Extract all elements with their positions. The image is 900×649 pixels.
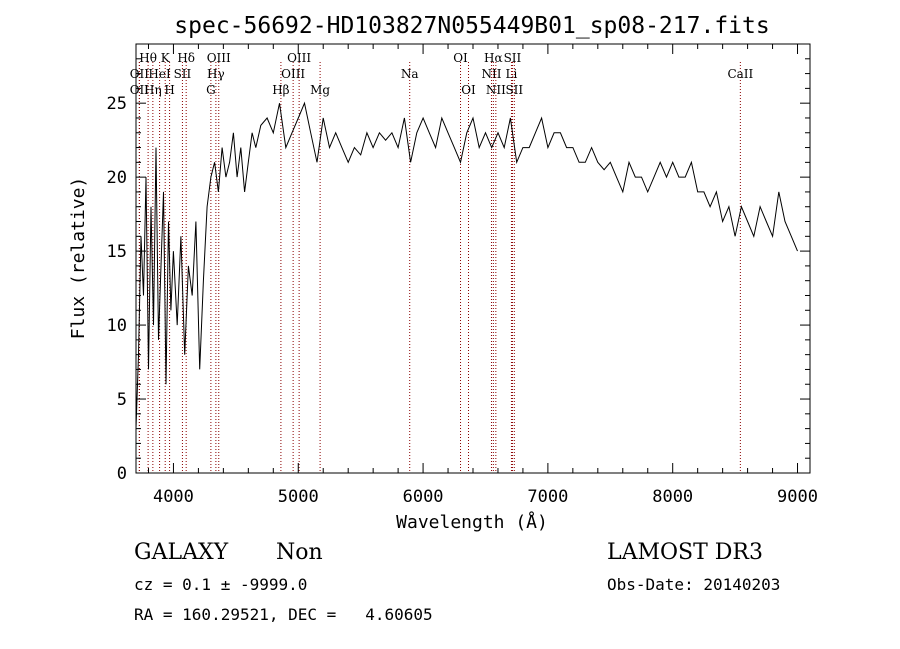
spectral-line-label: G <box>206 83 216 97</box>
x-tick-label: 8000 <box>652 487 693 507</box>
spectral-line-label: Hδ <box>177 51 195 65</box>
spectral-line-label: Hγ <box>207 67 225 81</box>
y-tick-label: 25 <box>107 94 127 114</box>
x-axis-label: Wavelength (Å) <box>396 511 548 533</box>
spectral-line-label: NII <box>486 83 506 97</box>
subclass-label: Non <box>276 540 323 565</box>
spectral-line-label: OIII <box>207 51 231 65</box>
x-axis: 4000 5000 6000 7000 8000 9000 <box>147 44 818 507</box>
spectral-line-label: OIII <box>287 51 311 65</box>
spectral-line-label: Li <box>506 67 518 81</box>
plot-area: OIIOIIHθHηHeIKHHδSIIGHγOIIIHβOIIIOIIIMgN… <box>130 51 798 473</box>
plot-frame <box>135 43 811 474</box>
y-tick-label: 15 <box>107 242 127 262</box>
y-tick-label: 20 <box>107 168 127 188</box>
y-tick-label: 10 <box>107 316 127 336</box>
spectral-line-label: Hα <box>484 51 503 65</box>
spectrum-line <box>135 101 798 429</box>
radec-text: RA = 160.29521, DEC = 4.60605 <box>134 605 433 624</box>
obs-date-text: Obs-Date: 20140203 <box>607 575 780 594</box>
spectral-line-label: Hθ <box>139 51 157 65</box>
spectral-line-label: HeI <box>148 67 171 81</box>
cz-text: cz = 0.1 ± -9999.0 <box>134 575 307 594</box>
spectral-line-label: NII <box>481 67 501 81</box>
spectral-line-label: SII <box>174 67 192 81</box>
x-tick-label: 6000 <box>403 487 444 507</box>
survey-label: LAMOST DR3 <box>607 540 763 565</box>
y-tick-label: 0 <box>117 464 127 484</box>
spectral-line-label: H <box>164 83 174 97</box>
y-axis: 0 5 10 15 20 25 <box>107 58 810 484</box>
x-tick-label: 5000 <box>278 487 319 507</box>
chart-title: spec-56692-HD103827N055449B01_sp08-217.f… <box>174 13 769 39</box>
y-tick-label: 5 <box>117 390 127 410</box>
spectral-line-label: SII <box>504 51 522 65</box>
y-axis-label: Flux (relative) <box>68 177 89 340</box>
spectral-line-label: SII <box>505 83 523 97</box>
spectral-line-label: OIII <box>281 67 305 81</box>
spectral-line-label: K <box>161 51 171 65</box>
spectral-line-label: Mg <box>310 83 330 97</box>
spectral-line-label: Na <box>401 67 419 81</box>
spectral-line-label: Hη <box>144 83 162 97</box>
x-tick-label: 9000 <box>777 487 818 507</box>
spectral-line-label: OI <box>461 83 476 97</box>
x-tick-label: 7000 <box>527 487 568 507</box>
x-tick-label: 4000 <box>153 487 194 507</box>
spectral-line-label: CaII <box>727 67 753 81</box>
spectral-line-label: Hβ <box>272 83 289 97</box>
spectral-line-label: OI <box>453 51 468 65</box>
class-label: GALAXY <box>134 540 229 565</box>
